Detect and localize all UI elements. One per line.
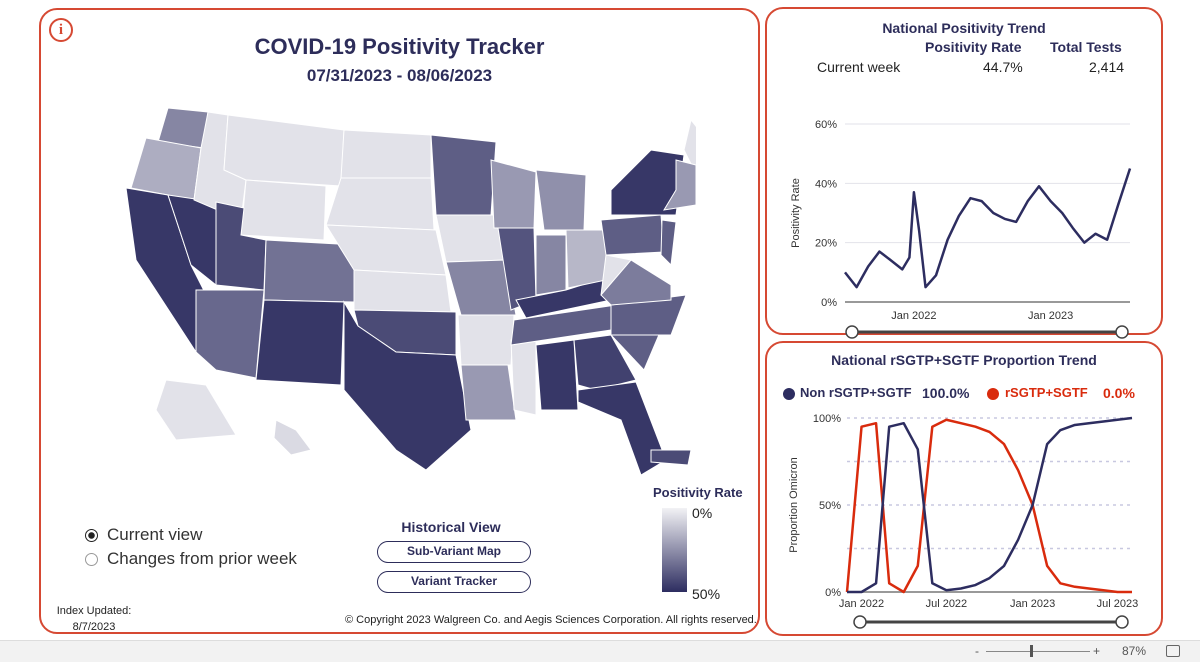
map-state-va[interactable] bbox=[600, 259, 672, 306]
map-state-ms[interactable] bbox=[510, 339, 537, 416]
zoom-in-button[interactable]: + bbox=[1093, 644, 1101, 658]
map-state-nd[interactable] bbox=[340, 129, 432, 179]
variant-tracker-button[interactable]: Variant Tracker bbox=[377, 571, 531, 593]
map-state-fl[interactable] bbox=[577, 381, 667, 476]
map-state-az[interactable] bbox=[195, 289, 265, 379]
map-state-tx[interactable] bbox=[343, 300, 472, 471]
non-rsgtp-legend-dot bbox=[783, 388, 795, 400]
map-state-wi[interactable] bbox=[490, 159, 537, 229]
radio-unselected-icon[interactable] bbox=[85, 552, 98, 566]
map-state-ks[interactable] bbox=[353, 269, 452, 313]
copyright-text: © Copyright 2023 Walgreen Co. and Aegis … bbox=[345, 614, 757, 626]
x-tick-label: Jan 2023 bbox=[1028, 310, 1073, 322]
non-rsgtp-legend-label: Non rSGTP+SGTF bbox=[800, 385, 912, 400]
map-state-wy[interactable] bbox=[240, 179, 327, 241]
zoom-slider-thumb[interactable] bbox=[1030, 645, 1033, 657]
positivity-trend-chart[interactable]: 0% 20% 40% 60% Jan 2022 Jan 2023 Positivity Ra… bbox=[767, 99, 1161, 339]
map-state-ak[interactable] bbox=[155, 379, 237, 441]
current-view-radio[interactable]: Current view bbox=[85, 525, 202, 545]
proportion-series-line bbox=[845, 418, 1132, 594]
non-rsgtp-legend-value: 100.0% bbox=[922, 385, 970, 401]
map-state-pa[interactable] bbox=[600, 214, 665, 256]
map-state-mt[interactable] bbox=[223, 114, 345, 187]
sub-variant-map-button[interactable]: Sub-Variant Map bbox=[377, 541, 531, 563]
map-state-mi[interactable] bbox=[535, 169, 587, 231]
zoom-level: 87% bbox=[1122, 644, 1147, 658]
map-state-in[interactable] bbox=[535, 234, 567, 296]
current-week-label: Current week bbox=[817, 59, 901, 75]
zoom-slider-track[interactable] bbox=[986, 651, 1090, 652]
info-icon[interactable]: i bbox=[49, 18, 73, 42]
x-tick-label: Jul 2023 bbox=[1097, 598, 1139, 610]
y-tick-label: 0% bbox=[825, 587, 841, 599]
us-positivity-map[interactable] bbox=[96, 90, 696, 480]
proportion-trend-panel: National rSGTP+SGTF Proportion Trend Non… bbox=[765, 341, 1163, 636]
positivity-series-line bbox=[844, 168, 1132, 289]
x-tick-label: Jan 2023 bbox=[1010, 598, 1055, 610]
fullscreen-icon[interactable] bbox=[1166, 645, 1180, 657]
y-tick-label: 20% bbox=[815, 238, 837, 250]
range-slider-start-handle[interactable] bbox=[853, 615, 867, 629]
map-state-sd[interactable] bbox=[325, 177, 435, 231]
map-state-mn[interactable] bbox=[430, 134, 497, 216]
x-tick-label: Jul 2022 bbox=[926, 598, 968, 610]
index-updated-date: 8/7/2023 bbox=[72, 621, 116, 633]
legend-min-label: 0% bbox=[692, 505, 713, 521]
zoom-out-button[interactable]: - bbox=[975, 644, 979, 658]
map-state-ar[interactable] bbox=[457, 314, 515, 366]
positivity-trend-title: National Positivity Trend bbox=[882, 20, 1046, 36]
y-tick-label: 50% bbox=[819, 500, 841, 512]
range-slider-end-handle[interactable] bbox=[1115, 615, 1129, 629]
y-axis-label: Positivity Rate bbox=[790, 178, 802, 248]
y-tick-label: 60% bbox=[815, 119, 837, 131]
x-tick-label: Jan 2022 bbox=[891, 310, 936, 322]
legend-title: Positivity Rate bbox=[653, 485, 743, 500]
range-slider-end-handle[interactable] bbox=[1115, 325, 1129, 339]
map-state-al[interactable] bbox=[535, 339, 579, 411]
radio-selected-icon[interactable] bbox=[85, 528, 98, 542]
map-state-nj[interactable] bbox=[660, 219, 677, 267]
index-updated-label: Index Updated: bbox=[56, 605, 132, 617]
y-tick-label: 40% bbox=[815, 178, 837, 190]
map-state-oh[interactable] bbox=[565, 229, 607, 289]
map-state-pr[interactable] bbox=[650, 449, 692, 466]
current-total-tests: 2,414 bbox=[1089, 59, 1125, 75]
proportion-trend-chart[interactable]: 0% 50% 100% Jan 2022 Jul 2022 Jan 2023 Jul 202… bbox=[767, 405, 1161, 635]
y-tick-label: 0% bbox=[821, 297, 837, 309]
page-title: COVID-19 Positivity Tracker bbox=[254, 34, 545, 59]
x-tick-label: Jan 2022 bbox=[839, 598, 884, 610]
map-state-nm[interactable] bbox=[255, 299, 345, 386]
changes-prior-week-radio[interactable]: Changes from prior week bbox=[85, 549, 297, 569]
proportion-trend-title: National rSGTP+SGTF Proportion Trend bbox=[831, 352, 1097, 368]
legend-max-label: 50% bbox=[692, 586, 721, 602]
map-state-hi[interactable] bbox=[273, 419, 312, 456]
index-updated: Index Updated: 8/7/2023 bbox=[55, 603, 133, 635]
map-state-la[interactable] bbox=[460, 364, 517, 421]
positivity-trend-panel: National Positivity Trend Positivity Rat… bbox=[765, 7, 1163, 339]
range-slider-start-handle[interactable] bbox=[845, 325, 859, 339]
legend-color-scale bbox=[662, 508, 687, 592]
map-panel: i COVID-19 Positivity Tracker 07/31/2023… bbox=[39, 8, 760, 634]
rsgtp-legend-dot bbox=[987, 388, 999, 400]
date-range: 07/31/2023 - 08/06/2023 bbox=[306, 66, 493, 85]
historical-view-title: Historical View bbox=[401, 519, 501, 535]
changes-prior-week-label: Changes from prior week bbox=[107, 549, 297, 568]
rsgtp-legend-value: 0.0% bbox=[1103, 385, 1135, 401]
map-state-ne-states[interactable] bbox=[663, 159, 696, 211]
current-view-label: Current view bbox=[107, 525, 203, 544]
y-tick-label: 100% bbox=[813, 413, 841, 425]
current-positivity-rate: 44.7% bbox=[983, 59, 1023, 75]
positivity-rate-header: Positivity Rate bbox=[925, 39, 1022, 55]
y-axis-label: Proportion Omicron bbox=[788, 457, 800, 552]
rsgtp-legend-label: rSGTP+SGTF bbox=[1005, 385, 1088, 400]
status-bar: - + 87% bbox=[0, 640, 1200, 662]
map-state-mo[interactable] bbox=[445, 259, 517, 316]
total-tests-header: Total Tests bbox=[1050, 39, 1122, 55]
